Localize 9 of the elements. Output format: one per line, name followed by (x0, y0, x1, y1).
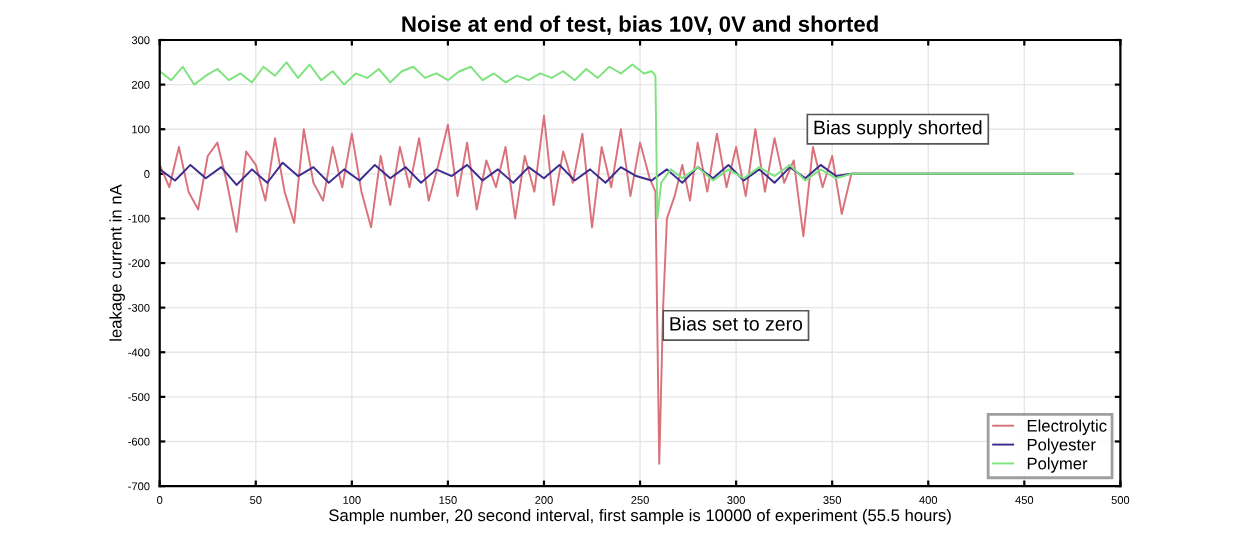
x-axis-title: Sample number, 20 second interval, first sample is 10000 of experiment (55.5 hours) (329, 508, 951, 525)
legend-label: Polymer (1027, 457, 1088, 473)
legend-label: Electrolytic (1027, 419, 1107, 435)
y-axis-title: leakage current in nA (109, 184, 125, 341)
legend-label: Polyester (1027, 438, 1096, 454)
chart-title: Noise at end of test, bias 10V, 0V and shorted (402, 15, 878, 36)
annotation: Bias supply shorted (814, 120, 982, 139)
annotation: Bias set to zero (670, 316, 803, 331)
line-series (159, 61, 1074, 220)
